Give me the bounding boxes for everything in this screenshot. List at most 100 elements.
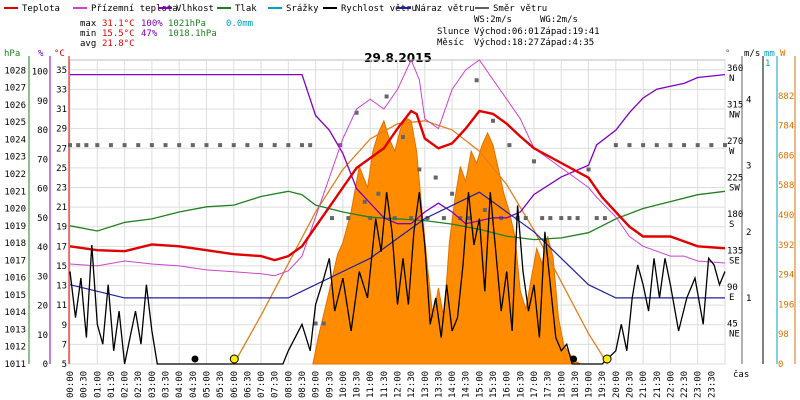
point-wind-direction	[376, 191, 381, 196]
tick-direction: 225	[727, 174, 743, 184]
axis-unit-hpa: hPa	[4, 49, 20, 59]
point-wind-direction	[313, 321, 318, 326]
tick-w: 98	[778, 330, 789, 340]
marker-moonrise	[570, 355, 578, 363]
tick-w: 490	[778, 211, 794, 221]
tick-time: 06:30	[243, 371, 253, 398]
legend-label: Teplota	[22, 4, 60, 14]
tick-time: 08:00	[284, 371, 294, 398]
point-wind-direction	[723, 143, 727, 148]
tick-time: 16:30	[516, 371, 526, 398]
tick-direction: 360	[727, 64, 743, 74]
stat-moon-label: Měsíc	[437, 38, 464, 48]
axis-unit-pct: %	[38, 49, 44, 59]
point-wind-direction	[695, 143, 700, 148]
point-wind-direction	[122, 143, 127, 148]
point-wind-direction	[299, 143, 304, 148]
axis-unit-ms: m/s	[744, 49, 760, 59]
stat-max-rain: 0.0mm	[226, 19, 253, 29]
tick-time: 15:30	[489, 371, 499, 398]
tick-hpa: 1015	[4, 291, 26, 301]
tick-time: 22:00	[666, 371, 676, 398]
point-wind-direction	[409, 216, 414, 221]
tick-direction-label: S	[729, 220, 734, 230]
legend-label: Přízemní teplota	[91, 4, 178, 14]
point-wind-direction	[531, 159, 536, 164]
tick-time: 20:00	[612, 371, 622, 398]
legend-label: Směr větru	[493, 4, 547, 14]
point-wind-direction	[458, 216, 463, 221]
tick-time: 00:00	[66, 371, 76, 398]
tick-time: 11:30	[380, 371, 390, 398]
point-wind-direction	[330, 216, 334, 221]
tick-temp: 17	[56, 242, 67, 252]
tick-direction: 135	[727, 247, 743, 257]
tick-ms: 1	[746, 294, 751, 304]
chart-title: 29.8.2015	[364, 51, 432, 65]
point-wind-direction	[245, 143, 250, 148]
point-wind-direction	[613, 143, 618, 148]
tick-time: 11:00	[366, 371, 376, 398]
tick-ms: 3	[746, 162, 751, 172]
tick-temp: 31	[56, 105, 67, 115]
point-wind-direction	[400, 135, 405, 140]
point-wind-direction	[567, 216, 572, 221]
tick-hpa: 1011	[4, 360, 26, 370]
tick-time: 18:00	[557, 371, 567, 398]
tick-hpa: 1025	[4, 118, 26, 128]
tick-time: 09:30	[325, 371, 335, 398]
stats-block: max 31.1°C 100% 1021hPa 0.0mm min 15.5°C…	[80, 15, 600, 49]
tick-time: 06:00	[230, 371, 240, 398]
point-wind-direction	[627, 143, 632, 148]
tick-hpa: 1017	[4, 256, 26, 266]
tick-temp: 21	[56, 203, 67, 213]
point-wind-direction	[272, 143, 277, 148]
point-wind-direction	[218, 143, 223, 148]
legend-label: Tlak	[235, 4, 257, 14]
tick-pct: 60	[37, 185, 48, 195]
tick-time: 05:00	[202, 371, 212, 398]
tick-hpa: 1026	[4, 101, 26, 111]
point-wind-direction	[177, 143, 182, 148]
point-wind-direction	[523, 216, 528, 221]
tick-hpa: 1020	[4, 205, 26, 215]
tick-hpa: 1019	[4, 222, 26, 232]
tick-hpa: 1024	[4, 135, 26, 145]
point-wind-direction	[507, 143, 512, 148]
point-wind-direction	[654, 143, 659, 148]
stat-max-hum: 100%	[141, 19, 163, 29]
tick-time: 23:30	[707, 371, 717, 398]
tick-direction-label: SE	[729, 257, 740, 267]
point-wind-direction	[682, 143, 687, 148]
tick-pct: 20	[37, 302, 48, 312]
tick-w: 882	[778, 92, 794, 102]
series-solar-theoretical	[233, 120, 609, 365]
tick-time: 10:00	[339, 371, 349, 398]
tick-time: 16:00	[503, 371, 513, 398]
marker-sunrise	[229, 354, 239, 364]
point-wind-direction	[709, 143, 714, 148]
tick-direction-label: W	[729, 147, 735, 157]
stat-moonrise: Východ:18:27	[474, 38, 539, 48]
axes: 1028102710261025102410231022102110201019…	[4, 56, 796, 398]
point-wind-direction	[441, 216, 446, 221]
tick-temp: 27	[56, 144, 67, 154]
tick-time: 03:30	[162, 371, 172, 398]
tick-time: 05:30	[216, 371, 226, 398]
point-wind-direction	[204, 143, 209, 148]
tick-time: 18:30	[571, 371, 581, 398]
tick-hpa: 1012	[4, 343, 26, 353]
tick-pct: 50	[37, 214, 48, 224]
tick-temp: 5	[62, 360, 67, 370]
axis-unit-w: W	[780, 49, 786, 59]
tick-w: 588	[778, 181, 794, 191]
tick-time: 14:30	[462, 371, 472, 398]
stat-min-temp: 15.5°C	[102, 29, 135, 39]
tick-direction-label: N	[729, 74, 734, 84]
point-wind-direction	[286, 143, 291, 148]
marker-sunset	[602, 354, 612, 364]
point-wind-direction	[95, 143, 100, 148]
tick-pct: 100	[32, 68, 48, 78]
stat-sunset: Západ:19:41	[540, 27, 600, 37]
tick-time: 14:00	[448, 371, 458, 398]
